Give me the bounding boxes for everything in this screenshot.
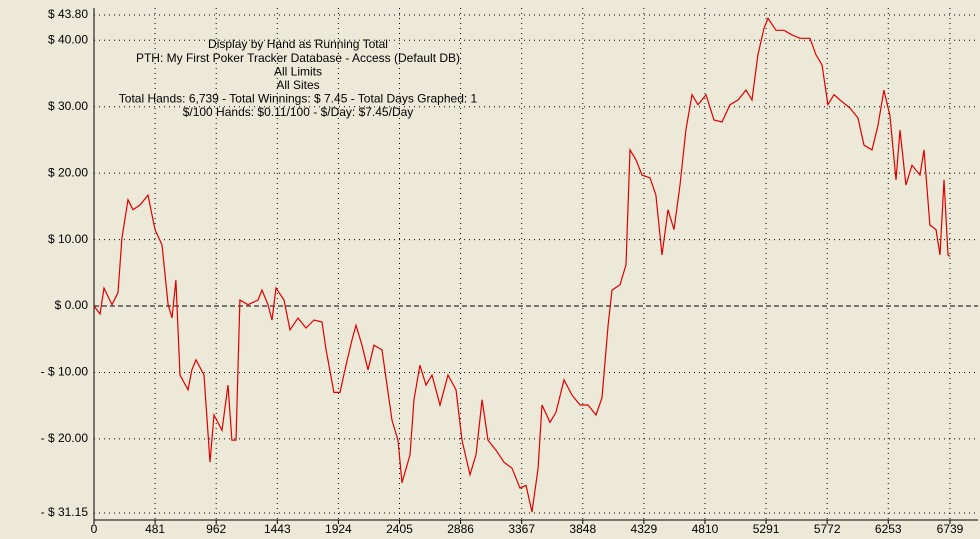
annotation: Total Hands: 6,739 - Total Winnings: $ 7… — [119, 92, 478, 106]
x-tick-label: 962 — [206, 522, 226, 536]
x-tick-label: 1924 — [325, 522, 352, 536]
x-tick-label: 0 — [91, 522, 98, 536]
x-tick-label: 3848 — [569, 522, 596, 536]
y-tick-label: - $ 31.15 — [41, 505, 89, 519]
x-tick-label: 2405 — [386, 522, 413, 536]
y-tick-label: $ 20.00 — [48, 165, 88, 179]
annotation: Display by Hand as Running Total — [208, 37, 388, 51]
x-tick-label: 1443 — [264, 522, 291, 536]
x-tick-label: 481 — [145, 522, 165, 536]
x-tick-label: 2886 — [447, 522, 474, 536]
x-tick-label: 4329 — [631, 522, 658, 536]
y-tick-label: $ 0.00 — [55, 298, 89, 312]
x-tick-label: 5291 — [753, 522, 780, 536]
y-tick-label: $ 43.80 — [48, 7, 88, 21]
annotation: PTH: My First Poker Tracker Database - A… — [136, 51, 460, 65]
y-tick-label: $ 30.00 — [48, 99, 88, 113]
y-tick-label: $ 10.00 — [48, 232, 88, 246]
annotation: $/100 Hands: $0.11/100 - $/Day: $7.45/Da… — [183, 105, 414, 119]
x-tick-label: 3367 — [508, 522, 535, 536]
x-tick-label: 5772 — [814, 522, 841, 536]
annotation: All Sites — [276, 78, 319, 92]
x-tick-label: 6739 — [937, 522, 964, 536]
annotation: All Limits — [274, 64, 322, 78]
y-tick-label: $ 40.00 — [48, 32, 88, 46]
x-tick-label: 6253 — [875, 522, 902, 536]
data-line — [93, 17, 951, 513]
y-tick-label: - $ 20.00 — [41, 431, 89, 445]
y-tick-label: - $ 10.00 — [41, 365, 89, 379]
x-tick-label: 4810 — [692, 522, 719, 536]
